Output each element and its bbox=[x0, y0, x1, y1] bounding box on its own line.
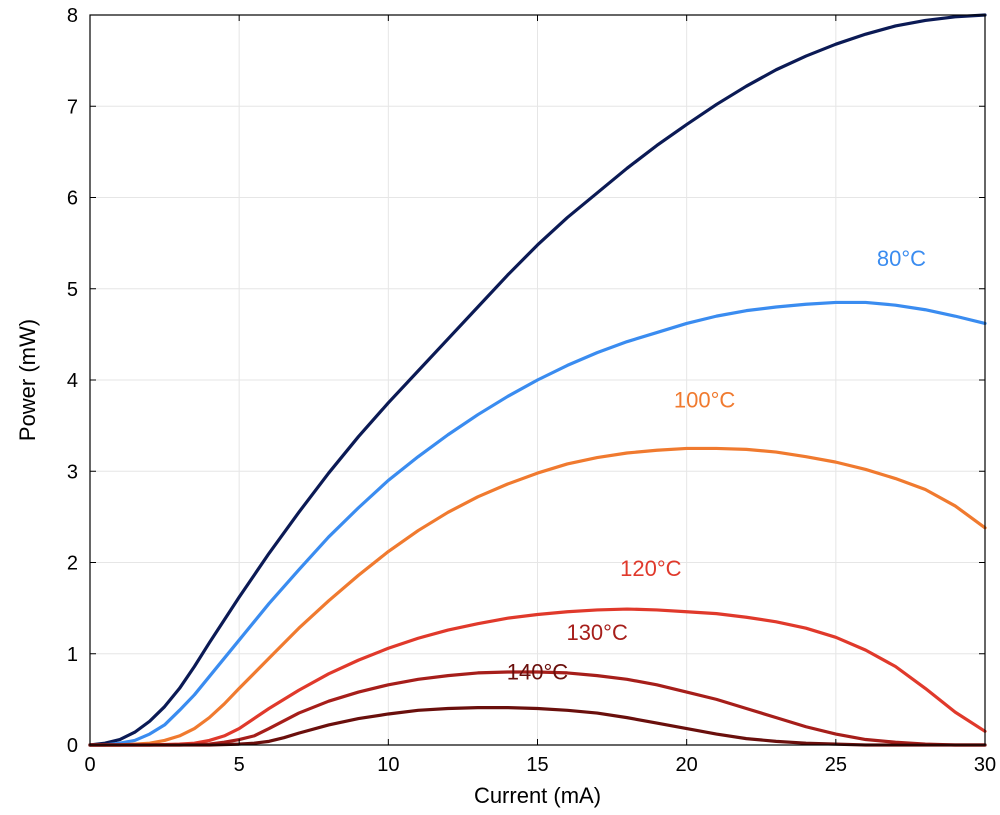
xtick-label: 0 bbox=[84, 754, 95, 776]
xtick-label: 30 bbox=[974, 754, 996, 776]
xtick-label: 5 bbox=[234, 754, 245, 776]
ytick-label: 6 bbox=[67, 188, 78, 210]
series-label-100C: 100°C bbox=[674, 387, 736, 412]
ytick-label: 8 bbox=[67, 5, 78, 27]
ytick-label: 1 bbox=[67, 644, 78, 666]
ytick-label: 7 bbox=[67, 96, 78, 118]
chart-bg bbox=[0, 0, 1000, 815]
y-axis-label: Power (mW) bbox=[15, 319, 40, 441]
ytick-label: 5 bbox=[67, 279, 78, 301]
ytick-label: 2 bbox=[67, 553, 78, 575]
ytick-label: 4 bbox=[67, 370, 78, 392]
xtick-label: 10 bbox=[377, 754, 399, 776]
ytick-label: 3 bbox=[67, 461, 78, 483]
series-label-120C: 120°C bbox=[620, 556, 682, 581]
li-chart: 0 5 10 15 20 25 30 0 1 2 3 4 5 6 7 8 Current (mA) Power (… bbox=[0, 0, 1000, 815]
series-label-140C: 140°C bbox=[507, 659, 569, 684]
xtick-label: 15 bbox=[526, 754, 548, 776]
xtick-label: 25 bbox=[825, 754, 847, 776]
chart-svg: 0 5 10 15 20 25 30 0 1 2 3 4 5 6 7 8 Current (mA) Power (… bbox=[0, 0, 1000, 815]
series-label-130C: 130°C bbox=[566, 620, 628, 645]
series-label-80C: 80°C bbox=[877, 246, 926, 271]
xtick-label: 20 bbox=[676, 754, 698, 776]
ytick-label: 0 bbox=[67, 735, 78, 757]
x-axis-label: Current (mA) bbox=[474, 783, 601, 808]
